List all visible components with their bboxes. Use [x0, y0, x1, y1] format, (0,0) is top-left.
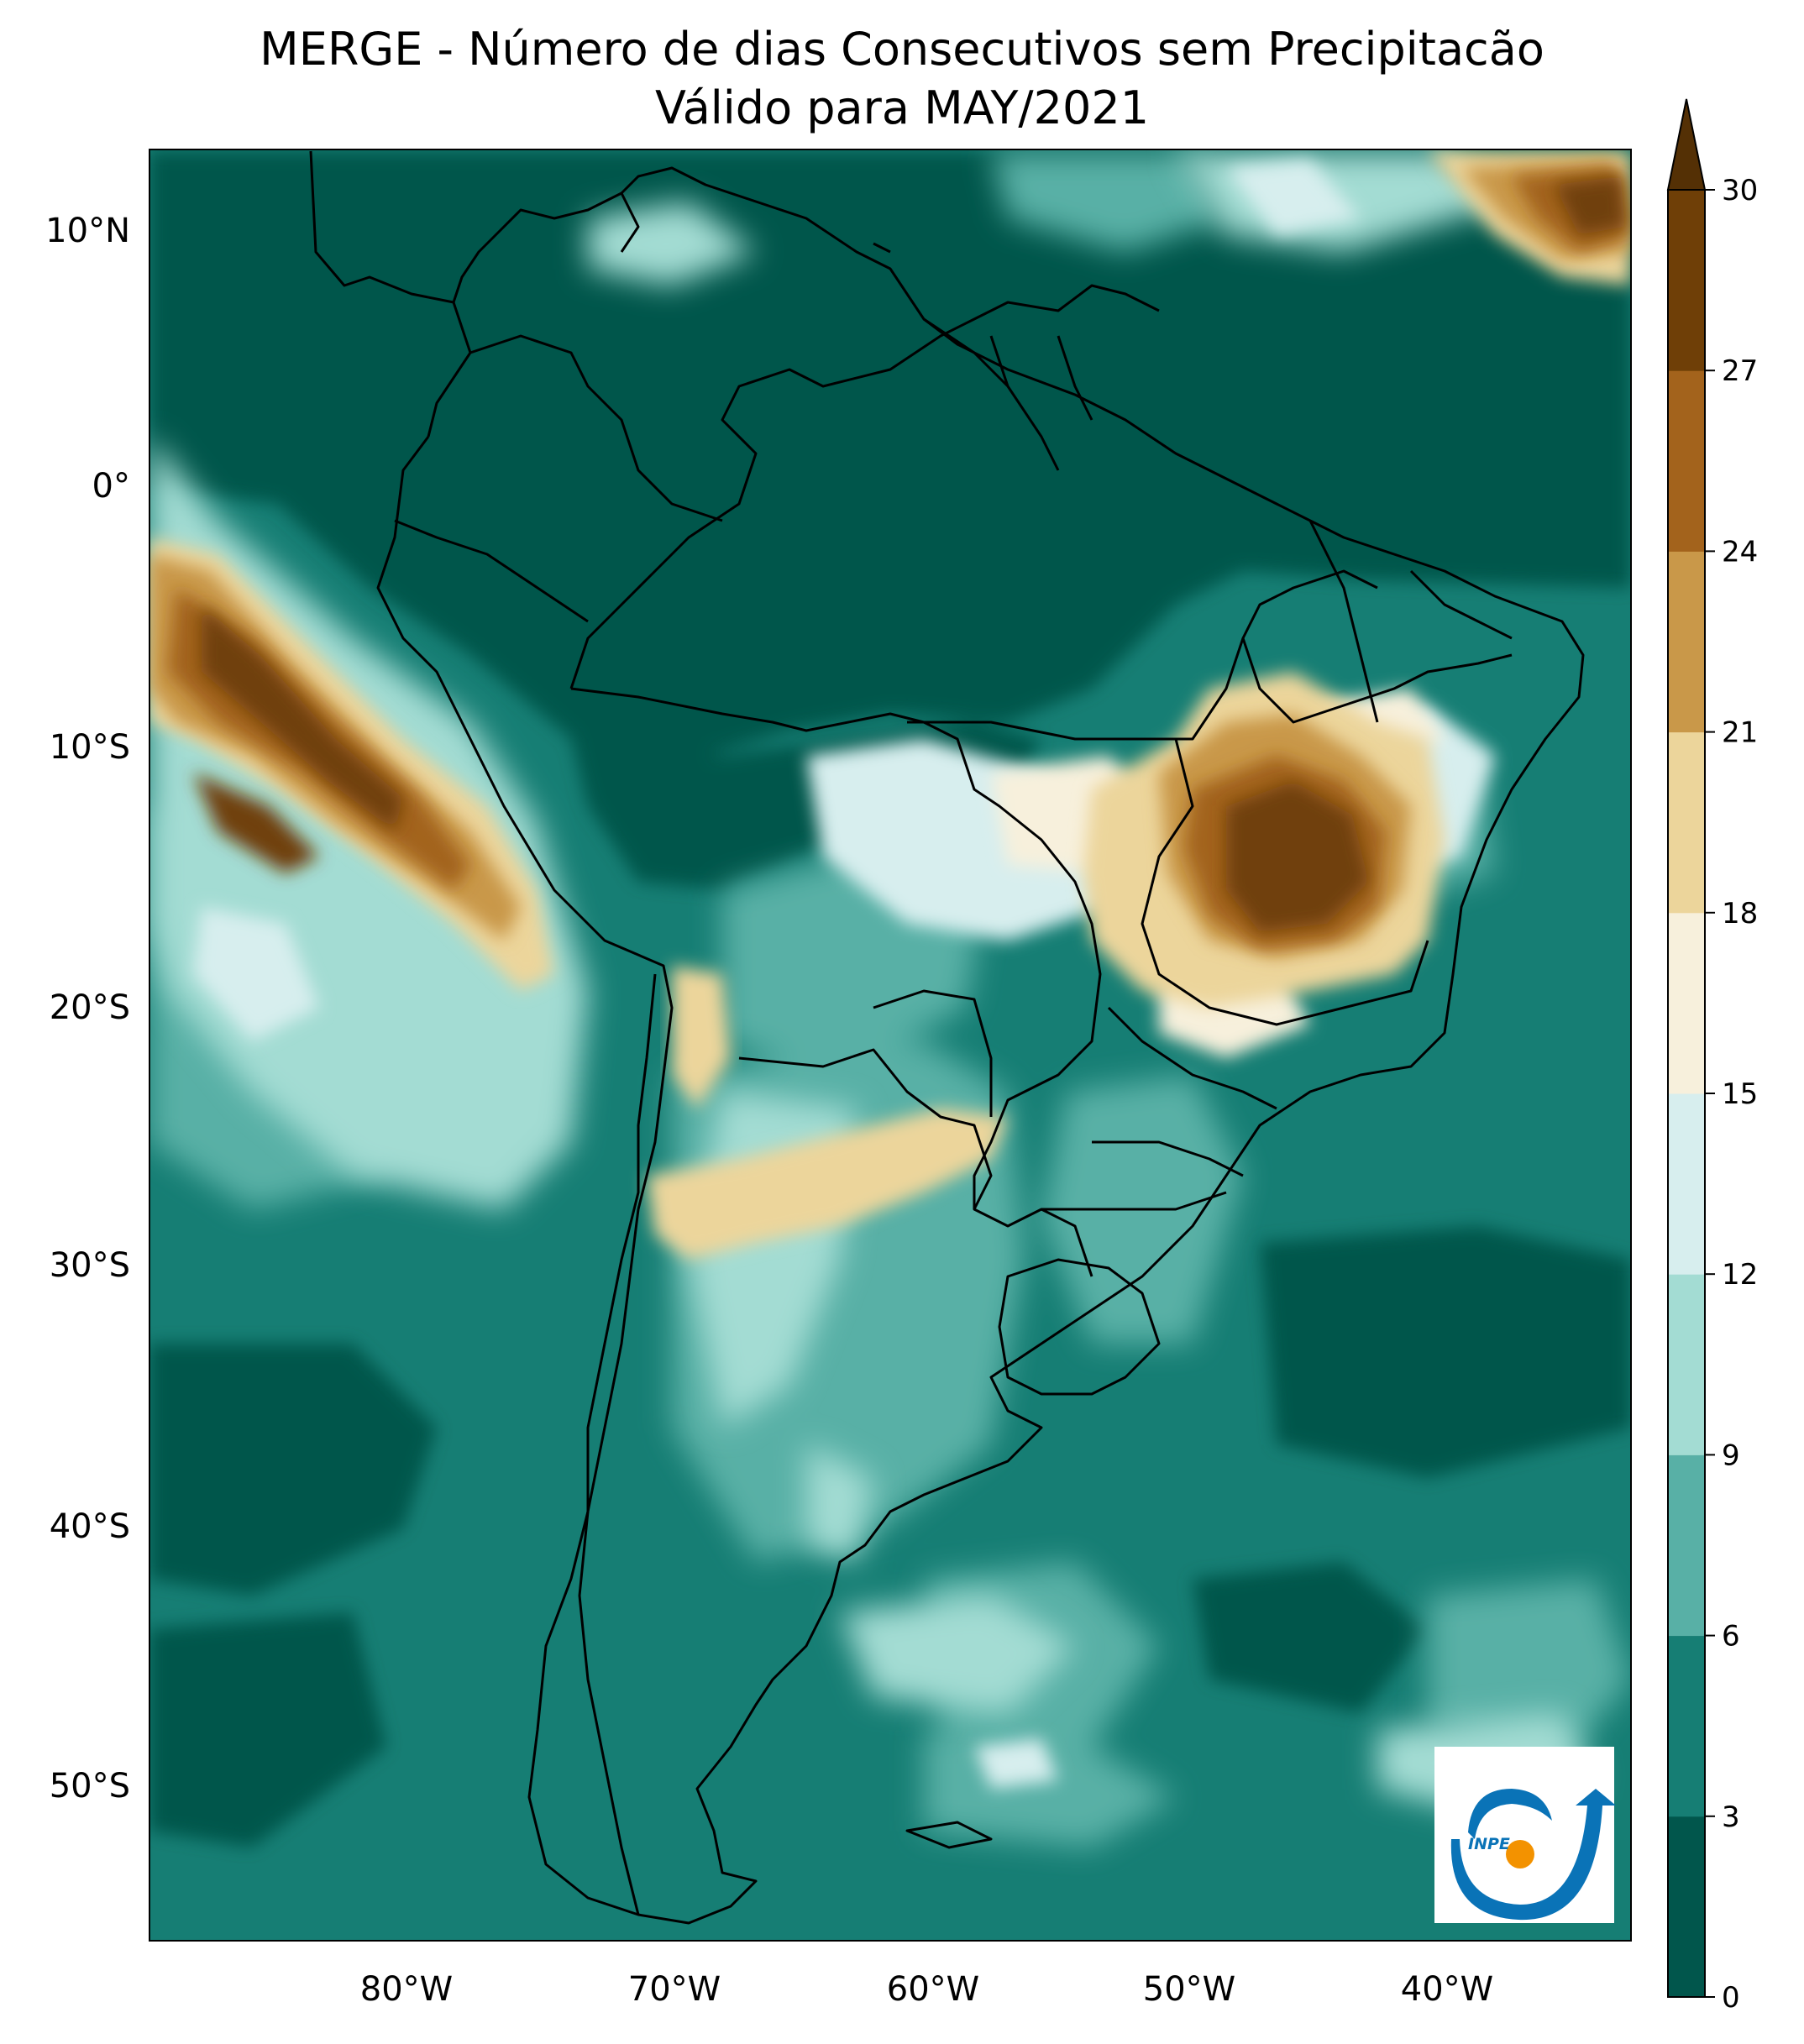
colorbar-tick-label: 24 — [1722, 535, 1758, 569]
brazil-states-5 — [1092, 1140, 1244, 1177]
colorbar-segment — [1668, 912, 1705, 1094]
colorbar: 0 3 6 9 12 15 18 21 24 27 30 — [1666, 98, 1758, 2015]
colorbar-tick-label: 30 — [1722, 174, 1758, 207]
lat-label: 10°S — [50, 728, 130, 767]
colorbar-tick-label: 0 — [1722, 1981, 1740, 2015]
uruguay-border — [998, 1258, 1161, 1396]
lon-label: 50°W — [1143, 1970, 1235, 2009]
chart-subtitle: Válido para MAY/2021 — [654, 81, 1150, 134]
colorbar-tick-label: 15 — [1722, 1077, 1758, 1111]
map-frame — [149, 149, 1632, 1942]
colorbar-tick-label: 21 — [1722, 716, 1758, 750]
coastline-central-america — [309, 150, 472, 438]
colorbar-segment — [1668, 731, 1705, 914]
colorbar-extend-arrow — [1666, 98, 1707, 191]
map-panel — [149, 149, 1631, 1941]
colorbar-tick-label: 9 — [1722, 1439, 1740, 1472]
brazil-border — [570, 687, 1102, 1277]
colorbar-segments — [1668, 190, 1705, 1998]
lon-labels: 80°W 70°W 60°W 50°W 40°W — [360, 1970, 1493, 2009]
brazil-states-8 — [1409, 569, 1513, 640]
brazil-states-4 — [1107, 1006, 1277, 1110]
brazil-states-2 — [1141, 738, 1429, 1026]
colorbar-tick-label: 27 — [1722, 354, 1758, 388]
falklands — [905, 1821, 993, 1849]
colorbar-tick-label: 3 — [1722, 1800, 1740, 1834]
paraguay-border — [873, 989, 993, 1117]
colorbar-tick-label: 18 — [1722, 897, 1758, 930]
lon-label: 60°W — [887, 1970, 979, 2009]
colorbar-segment — [1668, 551, 1705, 733]
colorbar-segment — [1668, 1454, 1705, 1637]
logo-orange-dot — [1506, 1840, 1534, 1868]
boundaries — [309, 150, 1585, 1925]
logo-orbit-ring — [1468, 1789, 1552, 1839]
colorbar-segment — [1668, 190, 1705, 371]
andes-border — [578, 973, 657, 1916]
colorbar-segment — [1668, 370, 1705, 552]
chart-title: MERGE - Número de dias Consecutivos sem … — [260, 23, 1544, 76]
lat-labels: 10°N 0° 10°S 20°S 30°S 40°S 50°S — [45, 212, 130, 1806]
logo-text: INPE — [1468, 1835, 1510, 1853]
lon-label: 70°W — [628, 1970, 721, 2009]
colorbar-segment — [1668, 1093, 1705, 1275]
venezuela-colombia-border — [469, 334, 723, 522]
colorbar-segment — [1668, 1274, 1705, 1455]
brazil-states-6 — [1041, 1191, 1227, 1211]
colorbar-tick-label: 12 — [1722, 1258, 1758, 1292]
colorbar-ticks: 0 3 6 9 12 15 18 21 24 27 30 — [1705, 174, 1758, 2015]
field-27-30 — [193, 176, 1625, 932]
lat-label: 10°N — [45, 212, 130, 250]
inpe-logo: INPE — [1434, 1747, 1616, 1923]
brazil-states-1 — [907, 569, 1378, 741]
brazil-north-border — [569, 284, 1160, 689]
colorbar-segment — [1668, 1816, 1705, 1998]
ecuador-peru-border — [394, 519, 589, 623]
islands-caribbean — [620, 192, 891, 254]
guianas-borders — [923, 317, 1093, 471]
colorbar-segment — [1668, 1635, 1705, 1817]
lat-label: 0° — [92, 467, 130, 506]
brazil-states-3 — [1241, 637, 1513, 724]
lat-label: 20°S — [50, 988, 130, 1027]
lat-label: 40°S — [50, 1507, 130, 1546]
lon-label: 40°W — [1401, 1970, 1493, 2009]
logo-swirl-arrow — [1450, 1789, 1616, 1921]
lon-label: 80°W — [360, 1970, 453, 2009]
lat-label: 30°S — [50, 1246, 130, 1285]
brazil-states-7 — [1308, 520, 1379, 723]
lat-label: 50°S — [50, 1767, 130, 1806]
bolivia-paraguay-border — [738, 1048, 993, 1210]
colorbar-tick-label: 6 — [1722, 1620, 1740, 1654]
